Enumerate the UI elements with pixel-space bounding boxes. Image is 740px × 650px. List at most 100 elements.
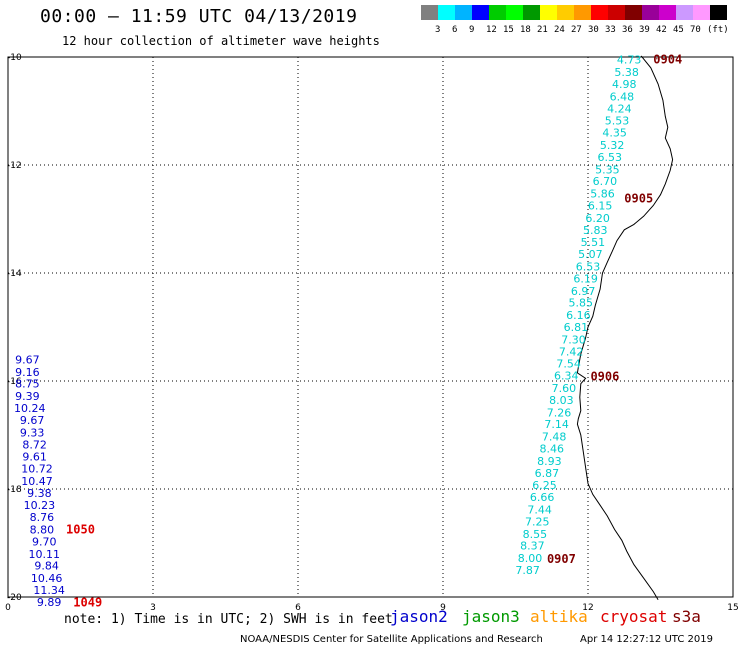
wave-height-label: 8.76 [30,511,55,524]
satellite-s3a: s3a [672,607,701,626]
lat-tick-label: -16 [7,377,22,387]
time-label: 0905 [624,191,653,205]
note-text: note: 1) Time is in UTC; 2) SWH is in fe… [64,612,393,627]
wave-height-label: 4.98 [612,78,637,91]
wave-height-label: 8.80 [30,524,55,537]
satellite-jason2: jason2 [390,607,448,626]
lat-tick-label: -18 [7,485,22,495]
wave-height-label: 5.85 [569,297,594,310]
wave-height-label: 7.25 [525,515,550,528]
wave-height-label: 11.34 [33,584,65,597]
credit-text: NOAA/NESDIS Center for Satellite Applica… [240,634,543,645]
wave-height-label: 9.39 [15,390,40,403]
legend-label: 33 [605,25,616,35]
page-title: 00:00 – 11:59 UTC 04/13/2019 [40,6,358,27]
lon-tick-label: 9 [440,603,446,613]
wave-height-label: 8.55 [523,528,548,541]
legend-label: 45 [673,25,684,35]
wave-height-label: 6.25 [532,479,557,492]
legend-swatch [523,5,540,20]
wave-height-label: 10.23 [24,499,56,512]
wave-height-label: 6.53 [598,151,623,164]
wave-height-label: 10.72 [21,462,53,475]
wave-height-label: 5.07 [578,248,603,261]
legend-label: 27 [571,25,582,35]
wave-height-label: 7.87 [515,564,540,577]
legend-label: 30 [588,25,599,35]
wave-height-label: 7.30 [561,333,586,346]
legend-label: 15 [503,25,514,35]
lon-tick-label: 0 [5,603,11,613]
wave-height-label: 7.48 [542,431,567,444]
wave-height-label: 10.11 [29,548,61,561]
wave-height-label: 5.51 [581,236,606,249]
wave-height-label: 6.87 [535,467,560,480]
time-label: 1050 [66,523,95,537]
wave-height-label: 7.42 [559,345,584,358]
legend-swatch [659,5,676,20]
wave-height-label: 5.35 [595,163,620,176]
lon-tick-label: 3 [150,603,156,613]
wave-height-label: 9.67 [20,414,45,427]
legend-label: 21 [537,25,548,35]
legend-swatch [693,5,710,20]
legend-swatch [540,5,557,20]
map-frame [7,56,734,598]
wave-height-label: 6.19 [573,272,598,285]
satellite-altika: altika [530,607,588,626]
wave-height-label: 8.00 [518,552,543,565]
wave-height-label: 6.97 [571,285,596,298]
wave-height-label: 4.24 [607,102,632,115]
lat-tick-label: -20 [7,593,22,603]
legend-label: 12 [486,25,497,35]
legend-label: 18 [520,25,531,35]
legend-swatch [591,5,608,20]
wave-height-label: 5.83 [583,224,608,237]
wave-height-label: 7.26 [547,406,572,419]
lon-tick-label: 6 [295,603,301,613]
wave-height-label: 7.60 [552,382,577,395]
wave-height-label: 6.20 [585,212,610,225]
time-label: 1049 [73,595,102,609]
lat-tick-label: -10 [7,53,22,63]
wave-height-label: 9.61 [22,451,47,464]
legend-label: 42 [656,25,667,35]
legend-label: 9 [469,25,475,35]
wave-height-label: 6.48 [610,90,635,103]
legend-swatch [625,5,642,20]
legend-label: 39 [639,25,650,35]
wave-height-label: 8.75 [15,378,40,391]
legend-swatch [472,5,489,20]
legend-swatch [506,5,523,20]
legend-unit: (ft) [707,25,729,35]
wave-height-label: 8.93 [537,455,562,468]
wave-height-label: 6.34 [554,370,579,383]
lat-tick-label: -14 [7,269,22,279]
wave-height-label: 10.46 [31,572,63,585]
wave-height-label: 6.15 [588,200,613,213]
wave-height-label: 5.32 [600,139,625,152]
lon-tick-label: 12 [582,603,593,613]
wave-height-label: 9.16 [15,366,40,379]
legend-swatch [642,5,659,20]
legend-swatch [710,5,727,20]
wave-height-label: 5.86 [590,188,615,201]
satellite-jason3: jason3 [462,607,520,626]
wave-height-label: 9.84 [34,560,59,573]
wave-height-label: 6.70 [593,175,618,188]
wave-height-label: 8.03 [549,394,574,407]
legend-label: 24 [554,25,565,35]
wave-height-label: 8.46 [540,443,565,456]
wave-height-label: 9.67 [15,353,40,366]
page-subtitle: 12 hour collection of altimeter wave hei… [62,34,380,48]
legend-label: 6 [452,25,458,35]
wave-height-label: 4.73 [617,54,642,67]
wave-height-label: 4.35 [602,127,627,140]
legend-swatch [489,5,506,20]
legend-label: 3 [435,25,441,35]
wave-height-label: 9.70 [32,535,57,548]
coastline [576,55,674,600]
wave-height-label: 6.53 [576,261,601,274]
wave-height-label: 7.54 [556,358,581,371]
